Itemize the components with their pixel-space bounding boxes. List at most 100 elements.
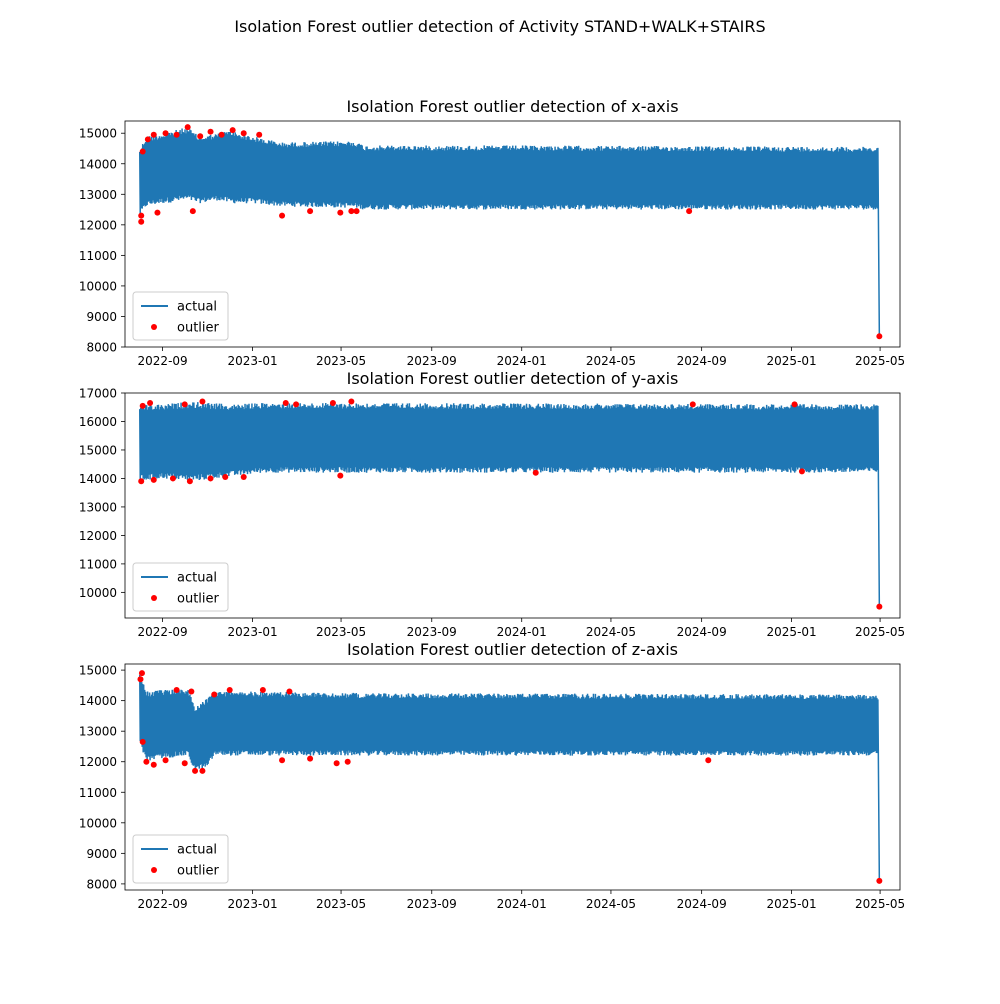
x-tick-label: 2024-01 xyxy=(497,354,547,368)
x-tick-label: 2025-01 xyxy=(767,897,817,911)
outlier-point xyxy=(199,398,206,405)
y-tick-label: 15000 xyxy=(79,664,117,678)
outlier-point xyxy=(207,128,214,135)
outlier-point xyxy=(139,738,146,745)
y-tick-label: 12000 xyxy=(79,218,117,232)
y-tick-label: 10000 xyxy=(79,586,117,600)
outlier-point xyxy=(798,468,805,475)
outlier-point xyxy=(791,401,798,408)
x-tick-label: 2025-01 xyxy=(767,354,817,368)
outlier-point xyxy=(689,401,696,408)
outlier-point xyxy=(144,136,151,143)
outlier-point xyxy=(240,130,247,137)
outlier-point xyxy=(173,131,180,138)
outlier-point xyxy=(169,475,176,482)
outlier-point xyxy=(686,208,693,215)
y-tick-label: 14000 xyxy=(79,472,117,486)
outlier-point xyxy=(184,124,191,131)
x-tick-label: 2023-01 xyxy=(227,625,277,639)
outlier-point xyxy=(256,131,263,138)
outlier-point xyxy=(192,767,199,774)
axes-frame xyxy=(124,663,901,891)
series-actual-line xyxy=(139,402,881,607)
legend-actual-label: actual xyxy=(177,571,217,586)
outlier-point xyxy=(139,402,146,409)
y-tick-label: 11000 xyxy=(79,786,117,800)
x-tick-label: 2024-09 xyxy=(677,897,727,911)
outlier-point xyxy=(138,670,145,677)
outlier-point xyxy=(181,760,188,767)
subplot-title: Isolation Forest outlier detection of y-… xyxy=(347,369,679,388)
axes-frame xyxy=(124,120,901,348)
x-tick-label: 2022-09 xyxy=(138,354,188,368)
outlier-point xyxy=(337,472,344,479)
outlier-point xyxy=(197,133,204,140)
x-tick-label: 2024-09 xyxy=(677,625,727,639)
outlier-point xyxy=(162,130,169,137)
y-tick-label: 8000 xyxy=(86,341,117,355)
x-tick-label: 2025-01 xyxy=(767,625,817,639)
outlier-point xyxy=(293,401,300,408)
legend-actual-label: actual xyxy=(177,300,217,315)
x-tick-label: 2023-09 xyxy=(407,625,457,639)
outlier-point xyxy=(150,131,157,138)
y-tick-label: 15000 xyxy=(79,127,117,141)
outlier-point xyxy=(181,401,188,408)
outlier-point xyxy=(138,218,145,225)
y-tick-label: 14000 xyxy=(79,157,117,171)
outlier-point xyxy=(138,212,145,219)
x-tick-label: 2022-09 xyxy=(138,625,188,639)
outlier-point xyxy=(150,476,157,483)
legend-outlier-swatch xyxy=(151,324,157,330)
outlier-point xyxy=(532,469,539,476)
outlier-point xyxy=(139,148,146,155)
outlier-point xyxy=(337,209,344,216)
x-tick-label: 2025-05 xyxy=(855,625,905,639)
outlier-point xyxy=(222,474,229,481)
outlier-point xyxy=(137,676,144,683)
outlier-point xyxy=(189,208,196,215)
y-tick-label: 17000 xyxy=(79,387,117,401)
y-tick-label: 9000 xyxy=(86,847,117,861)
outlier-point xyxy=(259,686,266,693)
legend: actual outlier xyxy=(132,834,229,884)
outlier-point xyxy=(173,686,180,693)
outlier-point xyxy=(138,478,145,485)
outlier-point xyxy=(348,208,355,215)
y-tick-label: 14000 xyxy=(79,694,117,708)
legend: actual outlier xyxy=(132,291,229,341)
outlier-point xyxy=(186,478,193,485)
y-tick-label: 10000 xyxy=(79,279,117,293)
outlier-point xyxy=(344,758,351,765)
y-tick-label: 12000 xyxy=(79,755,117,769)
outlier-point xyxy=(307,208,314,215)
subplot-title: Isolation Forest outlier detection of z-… xyxy=(347,640,678,659)
x-tick-label: 2024-05 xyxy=(586,625,636,639)
legend-outlier-label: outlier xyxy=(177,592,220,607)
x-tick-label: 2023-05 xyxy=(316,625,366,639)
outlier-point xyxy=(162,757,169,764)
outlier-point xyxy=(333,760,340,767)
x-tick-label: 2025-05 xyxy=(855,354,905,368)
legend-outlier-label: outlier xyxy=(177,864,220,879)
x-tick-label: 2023-09 xyxy=(407,897,457,911)
outlier-point xyxy=(240,474,247,481)
x-tick-label: 2024-01 xyxy=(497,897,547,911)
outlier-point xyxy=(876,603,883,610)
outlier-point xyxy=(282,399,289,406)
subplot-2: Isolation Forest outlier detection of y-… xyxy=(79,369,905,639)
outlier-point xyxy=(211,691,218,698)
x-tick-label: 2024-05 xyxy=(586,354,636,368)
outlier-point xyxy=(307,755,314,762)
subplot-title: Isolation Forest outlier detection of x-… xyxy=(346,97,678,116)
legend-outlier-swatch xyxy=(151,867,157,873)
outlier-point xyxy=(876,877,883,884)
outlier-point xyxy=(229,127,236,134)
y-tick-label: 9000 xyxy=(86,310,117,324)
legend: actual outlier xyxy=(132,562,229,612)
subplot-3: Isolation Forest outlier detection of z-… xyxy=(79,640,905,911)
outlier-point xyxy=(279,212,286,219)
outlier-point xyxy=(348,398,355,405)
